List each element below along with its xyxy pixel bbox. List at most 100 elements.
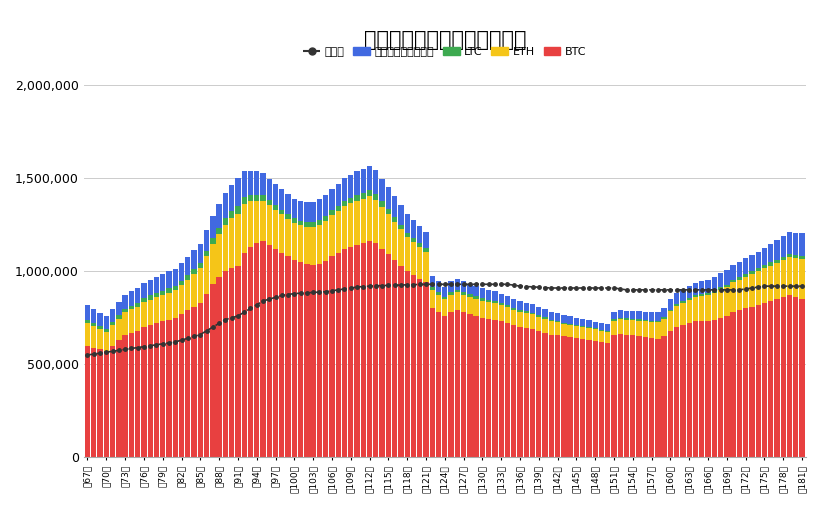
Bar xyxy=(762,265,767,268)
Bar xyxy=(667,311,673,331)
Bar xyxy=(561,323,566,324)
Bar xyxy=(229,268,234,457)
Bar xyxy=(442,316,447,457)
Bar xyxy=(517,327,523,457)
Bar xyxy=(662,308,667,318)
Bar xyxy=(737,279,742,310)
Bar xyxy=(141,327,146,457)
Bar xyxy=(799,256,805,259)
Bar xyxy=(624,319,629,320)
Bar xyxy=(686,324,692,457)
Bar xyxy=(643,311,648,320)
Bar xyxy=(598,331,604,342)
Bar xyxy=(480,318,485,457)
Bar xyxy=(154,297,159,324)
Bar xyxy=(135,307,141,331)
Bar xyxy=(160,322,165,457)
Bar xyxy=(430,287,435,290)
Bar xyxy=(505,305,510,307)
Bar xyxy=(492,320,497,457)
Bar xyxy=(223,193,228,218)
Bar xyxy=(91,326,96,347)
Bar xyxy=(292,260,297,457)
Bar xyxy=(630,335,635,457)
Bar xyxy=(699,294,704,296)
Bar xyxy=(210,238,215,244)
Bar xyxy=(323,221,328,261)
Bar xyxy=(524,313,529,328)
Bar xyxy=(524,328,529,457)
Bar xyxy=(386,214,391,255)
Bar xyxy=(373,170,378,194)
Bar xyxy=(781,260,786,297)
Bar xyxy=(555,321,561,323)
Bar xyxy=(323,195,328,216)
Bar xyxy=(316,200,322,220)
Bar xyxy=(705,322,711,457)
Bar xyxy=(448,292,454,295)
Bar xyxy=(636,320,642,321)
Bar xyxy=(536,307,542,315)
Bar xyxy=(624,310,629,319)
Bar xyxy=(242,197,247,204)
Bar xyxy=(404,233,410,237)
Bar xyxy=(235,213,241,266)
Bar xyxy=(411,238,416,242)
Bar xyxy=(292,223,297,260)
Bar xyxy=(197,303,203,457)
Bar xyxy=(285,214,291,219)
Bar xyxy=(141,282,146,298)
Bar xyxy=(197,244,203,263)
Bar xyxy=(593,330,598,341)
Bar xyxy=(122,312,127,335)
Bar xyxy=(574,338,579,457)
Bar xyxy=(505,296,510,305)
Bar xyxy=(699,296,704,322)
Bar xyxy=(373,200,378,243)
Bar xyxy=(598,330,604,331)
Bar xyxy=(166,293,172,320)
Bar xyxy=(737,277,742,279)
Bar xyxy=(361,199,366,243)
Bar xyxy=(455,279,460,290)
Bar xyxy=(216,204,222,228)
Bar xyxy=(712,293,717,320)
Bar xyxy=(192,269,196,274)
Bar xyxy=(192,307,196,457)
Legend: 投資額, その他アルトコイン, LTC, ETH, BTC: 投資額, その他アルトコイン, LTC, ETH, BTC xyxy=(299,42,591,61)
Bar xyxy=(110,322,115,325)
Bar xyxy=(348,247,353,457)
Bar xyxy=(492,303,497,320)
Bar xyxy=(442,297,447,299)
Bar xyxy=(530,313,535,314)
Bar xyxy=(693,297,698,322)
Bar xyxy=(330,210,335,215)
Bar xyxy=(216,228,222,234)
Bar xyxy=(386,255,391,457)
Bar xyxy=(411,275,416,457)
Bar xyxy=(536,331,542,457)
Bar xyxy=(197,263,203,268)
Bar xyxy=(498,303,504,305)
Bar xyxy=(693,322,698,457)
Bar xyxy=(486,290,492,300)
Bar xyxy=(261,241,266,457)
Bar xyxy=(630,319,635,320)
Bar xyxy=(292,218,297,223)
Bar xyxy=(799,233,805,256)
Bar xyxy=(699,281,704,294)
Bar xyxy=(630,311,635,319)
Bar xyxy=(731,265,736,280)
Bar xyxy=(261,201,266,241)
Bar xyxy=(311,265,316,457)
Bar xyxy=(430,290,435,308)
Bar xyxy=(173,318,178,457)
Bar xyxy=(543,319,547,333)
Bar xyxy=(455,310,460,457)
Bar xyxy=(586,328,592,340)
Bar xyxy=(480,301,485,318)
Bar xyxy=(166,320,172,457)
Bar xyxy=(173,285,178,290)
Bar xyxy=(430,276,435,287)
Bar xyxy=(367,241,372,457)
